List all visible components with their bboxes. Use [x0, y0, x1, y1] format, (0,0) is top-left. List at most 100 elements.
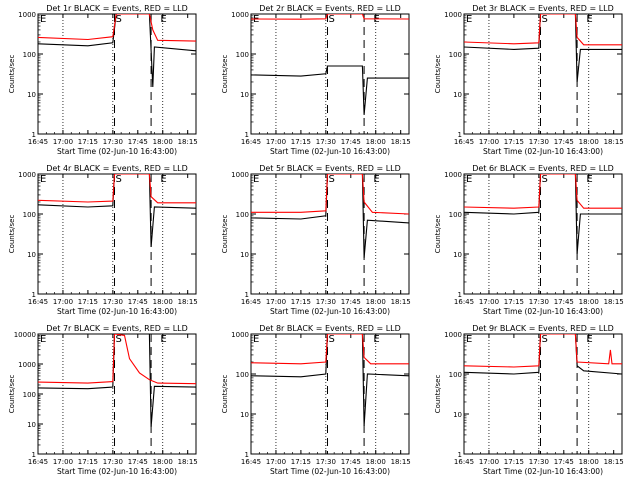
x-tick-label: 17:00	[266, 138, 286, 146]
x-tick-label: 17:15	[504, 298, 524, 306]
plot-frame	[463, 173, 623, 295]
y-tick-label: 1000	[18, 361, 36, 369]
y-tick-label: 1	[245, 451, 249, 459]
x-tick-label: 17:30	[103, 298, 123, 306]
y-axis-label: Counts/sec	[434, 215, 442, 254]
y-tick-label: 10000	[14, 331, 36, 339]
plot-frame	[37, 13, 197, 135]
marker-mid-s: S	[116, 334, 122, 345]
y-tick-label: 10	[240, 91, 249, 99]
y-axis-label: Counts/sec	[8, 375, 16, 414]
x-tick-label: 17:45	[341, 138, 361, 146]
x-axis-label: Start Time (02-Jun-10 16:43:00)	[57, 307, 177, 316]
x-tick-label: 17:00	[266, 298, 286, 306]
x-tick-label: 17:30	[316, 298, 336, 306]
x-tick-label: 17:30	[103, 138, 123, 146]
x-tick-label: 18:00	[153, 298, 173, 306]
panel-title: Det 6r BLACK = Events, RED = LLD	[472, 164, 614, 173]
x-tick-label: 18:00	[366, 458, 386, 466]
y-tick-label: 100	[449, 211, 462, 219]
x-tick-label: 16:45	[454, 298, 474, 306]
x-tick-label: 18:15	[391, 458, 411, 466]
y-axis-label: Counts/sec	[8, 215, 16, 254]
y-tick-label: 1000	[231, 331, 249, 339]
y-tick-label: 10	[27, 91, 36, 99]
plot-frame	[250, 13, 410, 135]
x-tick-label: 17:15	[78, 298, 98, 306]
x-tick-label: 17:00	[479, 458, 499, 466]
plot-frame	[250, 173, 410, 295]
x-tick-label: 18:15	[604, 298, 624, 306]
marker-mid-s: S	[542, 14, 548, 25]
y-axis-label: Counts/sec	[221, 215, 229, 254]
panel-title: Det 2r BLACK = Events, RED = LLD	[259, 4, 401, 13]
y-axis-label: Counts/sec	[434, 55, 442, 94]
x-axis-label: Start Time (02-Jun-10 16:43:00)	[483, 307, 603, 316]
x-axis-label: Start Time (02-Jun-10 16:43:00)	[483, 467, 603, 476]
marker-left-e: E	[40, 14, 46, 25]
y-tick-label: 10	[453, 411, 462, 419]
series-events-line	[251, 65, 409, 115]
x-tick-label: 16:45	[28, 298, 48, 306]
x-tick-label: 17:00	[479, 138, 499, 146]
x-tick-label: 17:45	[128, 458, 148, 466]
series-lld-line	[251, 334, 409, 365]
x-tick-label: 18:15	[391, 298, 411, 306]
panel-title: Det 8r BLACK = Events, RED = LLD	[259, 324, 401, 333]
x-tick-label: 18:00	[579, 458, 599, 466]
panel-title: Det 7r BLACK = Events, RED = LLD	[46, 324, 188, 333]
plot-frame	[463, 13, 623, 135]
x-tick-label: 17:45	[128, 298, 148, 306]
marker-right-e: E	[586, 14, 592, 25]
x-axis-label: Start Time (02-Jun-10 16:43:00)	[483, 147, 603, 156]
marker-left-e: E	[466, 174, 472, 185]
series-events-line	[38, 334, 196, 427]
x-tick-label: 17:30	[103, 458, 123, 466]
marker-left-e: E	[253, 174, 259, 185]
x-tick-label: 16:45	[454, 138, 474, 146]
y-tick-label: 1	[458, 291, 462, 299]
series-events-line	[251, 174, 409, 258]
panel-title: Det 4r BLACK = Events, RED = LLD	[46, 164, 188, 173]
y-tick-label: 100	[449, 371, 462, 379]
x-axis-label: Start Time (02-Jun-10 16:43:00)	[57, 467, 177, 476]
x-tick-label: 16:45	[28, 138, 48, 146]
series-events-line	[251, 334, 409, 427]
y-axis-label: Counts/sec	[221, 55, 229, 94]
x-tick-label: 18:00	[153, 138, 173, 146]
y-tick-label: 10	[240, 411, 249, 419]
x-tick-label: 17:30	[529, 138, 549, 146]
marker-mid-s: S	[116, 174, 122, 185]
x-tick-label: 17:45	[554, 298, 574, 306]
x-tick-label: 17:15	[291, 458, 311, 466]
marker-left-e: E	[253, 334, 259, 345]
series-lld-line	[251, 174, 409, 215]
marker-right-e: E	[586, 174, 592, 185]
marker-left-e: E	[40, 334, 46, 345]
marker-mid-s: S	[329, 14, 335, 25]
y-tick-label: 1	[245, 291, 249, 299]
series-lld-line	[38, 174, 196, 204]
y-tick-label: 1	[32, 131, 36, 139]
x-tick-label: 18:00	[366, 298, 386, 306]
x-tick-label: 17:00	[53, 458, 73, 466]
y-tick-label: 100	[23, 391, 36, 399]
y-tick-label: 10	[240, 251, 249, 259]
series-lld-line	[464, 174, 622, 209]
x-tick-label: 18:15	[391, 138, 411, 146]
series-events-line	[38, 174, 196, 248]
x-tick-label: 16:45	[28, 458, 48, 466]
x-tick-label: 17:00	[266, 458, 286, 466]
plot-frame	[37, 333, 197, 455]
marker-right-e: E	[373, 14, 379, 25]
marker-right-e: E	[373, 174, 379, 185]
series-lld-line	[38, 334, 196, 385]
x-tick-label: 16:45	[241, 138, 261, 146]
